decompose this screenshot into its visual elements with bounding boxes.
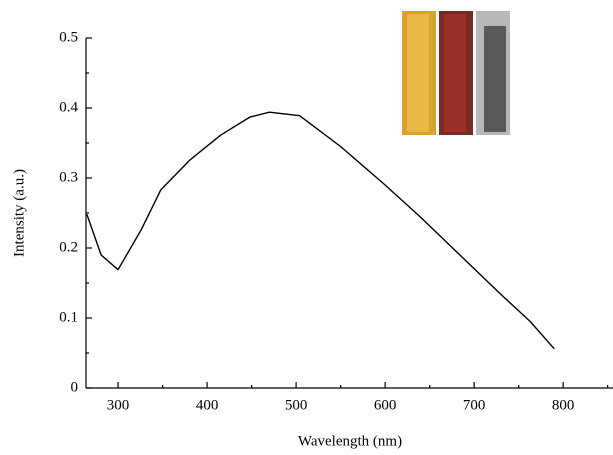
y-tick-label: 0.4 — [59, 99, 78, 115]
y-axis-label: Intensity (a.u.) — [11, 169, 27, 257]
x-tick-label: 500 — [285, 397, 308, 413]
y-tick-label: 0.5 — [59, 29, 78, 45]
y-tick-label: 0.2 — [59, 239, 78, 255]
y-tick-label: 0.1 — [59, 309, 78, 325]
x-tick-label: 700 — [463, 397, 486, 413]
x-tick-label: 300 — [107, 397, 130, 413]
x-tick-label: 400 — [196, 397, 219, 413]
y-tick-label: 0 — [71, 379, 79, 395]
x-axis-label: Wavelength (nm) — [298, 433, 402, 449]
x-tick-label: 600 — [374, 397, 397, 413]
inset-photo — [402, 11, 510, 135]
y-tick-label: 0.3 — [59, 169, 78, 185]
data-line — [86, 111, 555, 350]
x-tick-label: 800 — [552, 397, 575, 413]
